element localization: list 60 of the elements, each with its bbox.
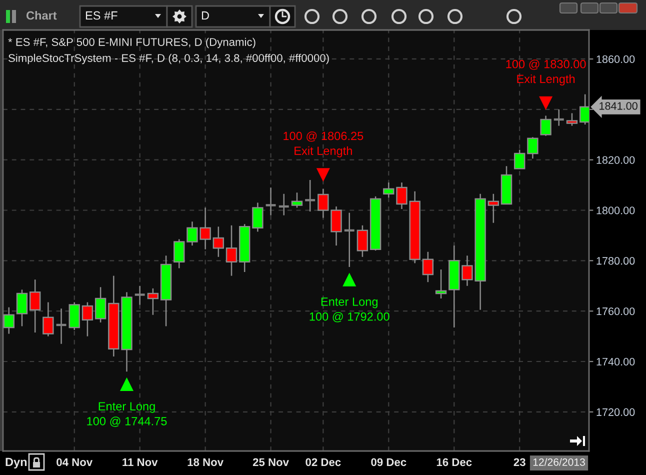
candlestick <box>94 286 106 324</box>
candlestick <box>304 179 316 212</box>
x-tick-label: 25 Nov <box>252 458 289 466</box>
candlestick <box>488 193 500 224</box>
point <box>539 96 553 110</box>
y-tick-label: 1760.00 <box>596 307 635 316</box>
candlestick <box>422 251 434 283</box>
x-tick-label: 16 Dec <box>436 458 472 466</box>
candlestick <box>134 285 146 306</box>
data-label: Enter Long 100 @ 1792.00 <box>310 298 390 322</box>
candlestick <box>212 226 224 258</box>
candlestick <box>264 186 277 216</box>
x-tick-label: 09 Dec <box>371 458 406 466</box>
y-tick-label: 1740.00 <box>596 358 635 366</box>
point <box>120 377 134 391</box>
x-tick-label: 04 Nov <box>56 458 93 466</box>
candlestick <box>174 238 185 269</box>
candlestick <box>514 149 526 170</box>
data-label: Enter Long 100 @ 1744.75 <box>87 402 167 427</box>
x-tick-label: 23 <box>514 458 526 466</box>
candlestick <box>278 193 290 216</box>
candlestick <box>252 202 264 232</box>
candlestick <box>29 278 41 334</box>
candlestick <box>527 136 538 160</box>
candlestick <box>356 224 368 258</box>
candlestick <box>42 302 54 337</box>
candlestick <box>435 268 447 300</box>
x-tick-label: 02 Dec <box>306 458 341 466</box>
text: ES #F <box>86 11 118 20</box>
data-label: 100 @ 1830.00 Exit Length <box>506 60 586 86</box>
text: * ES #F, S&P 500 E-MINI FUTURES, D (Dynamic) <box>8 38 256 48</box>
y-tick-label: 1820.00 <box>596 156 635 164</box>
candlestick <box>82 302 94 337</box>
y-tick-label: 1780.00 <box>596 257 635 265</box>
text: 12/26/2013 <box>533 458 585 466</box>
candlestick <box>566 112 578 126</box>
candlestick <box>3 306 14 334</box>
x-tick-label: 18 Nov <box>188 458 224 466</box>
text: SimpleStocTrSystem - ES #F, D (8, 0.3, 14, 3.8, #00ff00, #ff0000) <box>8 54 329 64</box>
text: Dyn <box>6 458 27 469</box>
y-tick-label: 1720.00 <box>596 408 635 416</box>
candlestick <box>343 212 356 268</box>
text: Chart <box>26 11 57 20</box>
candlestick <box>16 289 28 327</box>
candlestick <box>552 108 565 126</box>
candlestick <box>147 288 159 316</box>
point <box>316 168 330 182</box>
y-tick-label: 1800.00 <box>596 206 635 214</box>
candlestick <box>540 115 552 137</box>
candlestick <box>291 192 303 208</box>
point <box>342 272 356 286</box>
text: 1841.00 <box>600 102 638 110</box>
text: D <box>202 11 209 20</box>
candlestick <box>226 224 238 276</box>
x-tick-label: 11 Nov <box>122 458 158 466</box>
y-tick-label: 1860.00 <box>596 55 635 64</box>
candlestick <box>68 302 80 331</box>
data-label: 100 @ 1806.25 Exit Length <box>284 131 364 158</box>
candlestick <box>55 308 68 344</box>
candlestick <box>383 182 394 198</box>
